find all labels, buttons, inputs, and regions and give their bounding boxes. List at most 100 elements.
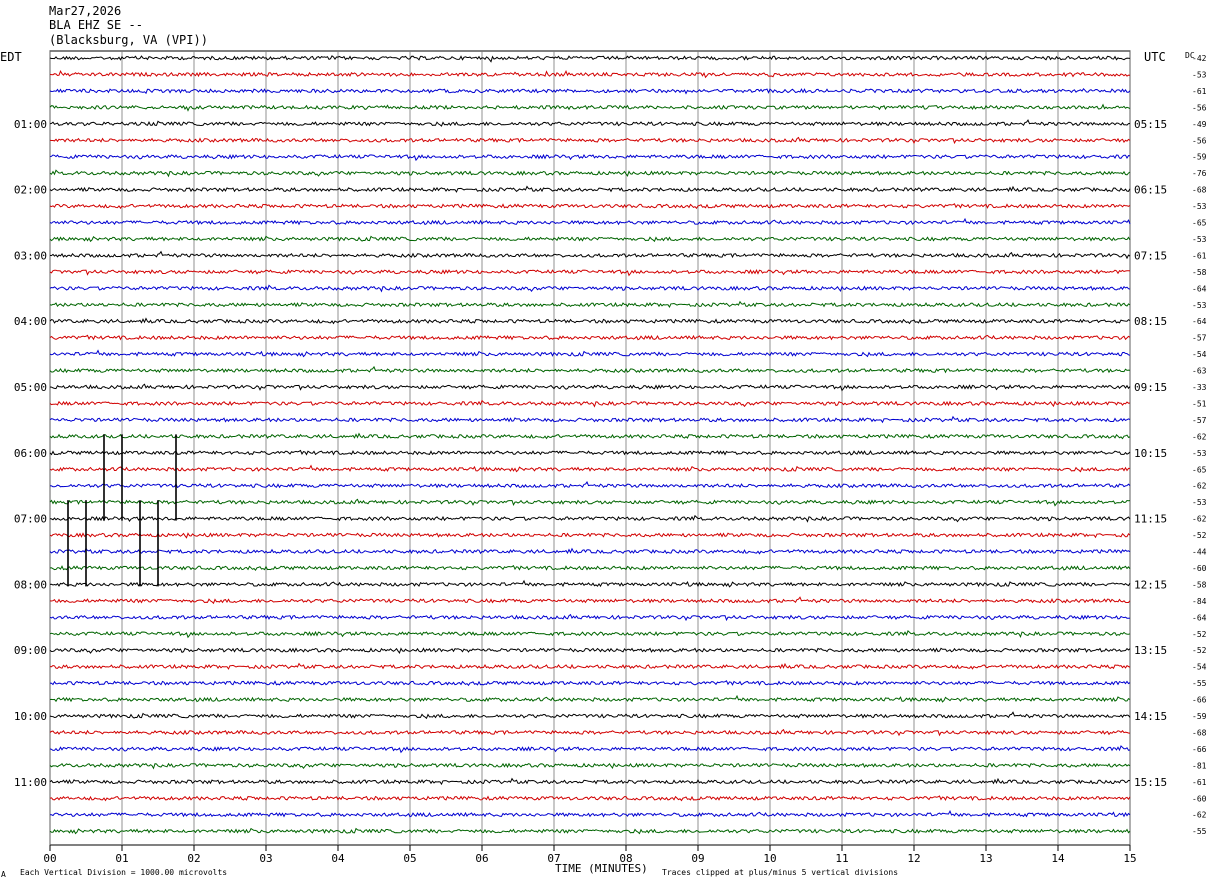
x-tick-label: 03: [259, 852, 272, 865]
right-hour-label: 14:15: [1134, 710, 1167, 723]
seismic-trace: [49, 169, 1131, 178]
left-hour-label: 07:00: [14, 513, 47, 526]
left-hour-label: 08:00: [14, 578, 47, 591]
seismic-trace: [49, 514, 1131, 523]
left-hour-label: 04:00: [14, 315, 47, 328]
seismic-trace: [49, 203, 1131, 210]
dc-offset-label: -64: [1192, 613, 1207, 622]
dc-offset-label: -52: [1192, 630, 1207, 639]
x-tick-label: 07: [547, 852, 560, 865]
x-tick-label: 12: [907, 852, 920, 865]
seismic-trace: [49, 464, 1130, 473]
dc-offset-label: -84: [1192, 597, 1207, 606]
seismic-trace: [49, 579, 1131, 588]
seismic-trace: [49, 69, 1131, 79]
x-tick-label: 10: [763, 852, 776, 865]
seismic-trace: [49, 269, 1131, 277]
dc-offset-label: -53: [1192, 301, 1207, 310]
seismic-trace: [49, 55, 1131, 63]
right-hour-label: 09:15: [1134, 381, 1167, 394]
dc-offset-label: -53: [1192, 235, 1207, 244]
dc-offset-label: -49: [1192, 120, 1207, 129]
right-timezone-label: UTC: [1144, 50, 1166, 64]
x-tick-label: 01: [115, 852, 128, 865]
dc-offset-label: -55: [1192, 827, 1207, 836]
dc-offset-label: -42: [1192, 54, 1207, 63]
right-hour-label: 07:15: [1134, 249, 1167, 262]
seismic-trace: [49, 235, 1131, 243]
seismic-trace: [49, 827, 1131, 835]
right-hour-label: 13:15: [1134, 644, 1167, 657]
x-tick-label: 15: [1123, 852, 1136, 865]
seismic-trace: [49, 449, 1131, 456]
seismic-trace: [49, 532, 1131, 539]
left-hour-label: 03:00: [14, 249, 47, 262]
seismic-trace: [49, 745, 1131, 754]
dc-offset-label: -61: [1192, 87, 1207, 96]
dc-offset-label: -53: [1192, 449, 1207, 458]
left-timezone-label: EDT: [0, 50, 22, 64]
x-tick-label: 05: [403, 852, 416, 865]
seismic-trace: [49, 349, 1131, 358]
dc-offset-label: -66: [1192, 696, 1207, 705]
left-hour-label: 09:00: [14, 644, 47, 657]
dc-offset-label: -60: [1192, 794, 1207, 803]
seismic-trace: [49, 88, 1131, 95]
seismic-trace: [49, 480, 1131, 489]
x-tick-label: 14: [1051, 852, 1065, 865]
dc-offset-label: -52: [1192, 646, 1207, 655]
right-hour-label: 15:15: [1134, 776, 1167, 789]
x-tick-label: 09: [691, 852, 704, 865]
right-hour-label: 06:15: [1134, 184, 1167, 197]
x-tick-label: 02: [187, 852, 200, 865]
seismic-trace: [49, 185, 1131, 193]
corner-mark: A: [1, 870, 6, 879]
dc-offset-label: -61: [1192, 778, 1207, 787]
left-hour-label: 10:00: [14, 710, 47, 723]
seismic-trace: [49, 334, 1131, 341]
seismic-trace: [49, 300, 1131, 309]
dc-offset-label: -54: [1192, 350, 1207, 359]
dc-offset-label: -56: [1192, 136, 1207, 145]
seismic-trace: [49, 153, 1131, 162]
seismic-trace: [49, 498, 1131, 507]
clip-note: Traces clipped at plus/minus 5 vertical …: [662, 868, 899, 877]
dc-offset-label: -62: [1192, 432, 1207, 441]
seismic-trace: [49, 694, 1131, 703]
dc-offset-label: -54: [1192, 663, 1207, 672]
dc-offset-label: -33: [1192, 383, 1207, 392]
seismic-trace: [49, 365, 1131, 374]
seismic-trace: [49, 777, 1131, 786]
seismic-trace: [49, 399, 1131, 408]
dc-offset-label: -52: [1192, 531, 1207, 540]
left-hour-label: 01:00: [14, 118, 47, 131]
dc-offset-label: -81: [1192, 761, 1207, 770]
x-tick-label: 04: [331, 852, 345, 865]
dc-offset-label: -58: [1192, 580, 1207, 589]
dc-offset-label: -63: [1192, 367, 1207, 376]
dc-offset-label: -68: [1192, 728, 1207, 737]
seismic-trace: [49, 795, 1131, 802]
left-hour-label: 02:00: [14, 184, 47, 197]
seismic-trace: [49, 119, 1131, 127]
left-hour-label: 11:00: [14, 776, 47, 789]
dc-offset-label: -53: [1192, 70, 1207, 79]
x-tick-label: 06: [475, 852, 488, 865]
dc-offset-label: -62: [1192, 482, 1207, 491]
dc-offset-label: -66: [1192, 745, 1207, 754]
seismic-trace: [49, 711, 1131, 720]
dc-offset-label: -51: [1192, 399, 1207, 408]
seismic-trace: [49, 647, 1131, 654]
seismic-trace: [49, 103, 1131, 112]
plot-frame: [49, 50, 1131, 846]
dc-offset-label: -68: [1192, 186, 1207, 195]
dc-header-label: DC: [1185, 51, 1195, 60]
seismic-trace: [49, 630, 1131, 639]
seismic-trace: [49, 415, 1131, 424]
seismic-trace: [49, 728, 1131, 737]
dc-offset-label: -59: [1192, 712, 1207, 721]
seismic-trace: [49, 432, 1131, 440]
dc-offset-label: -60: [1192, 564, 1207, 573]
dc-offset-label: -64: [1192, 317, 1207, 326]
x-tick-label: 13: [979, 852, 992, 865]
